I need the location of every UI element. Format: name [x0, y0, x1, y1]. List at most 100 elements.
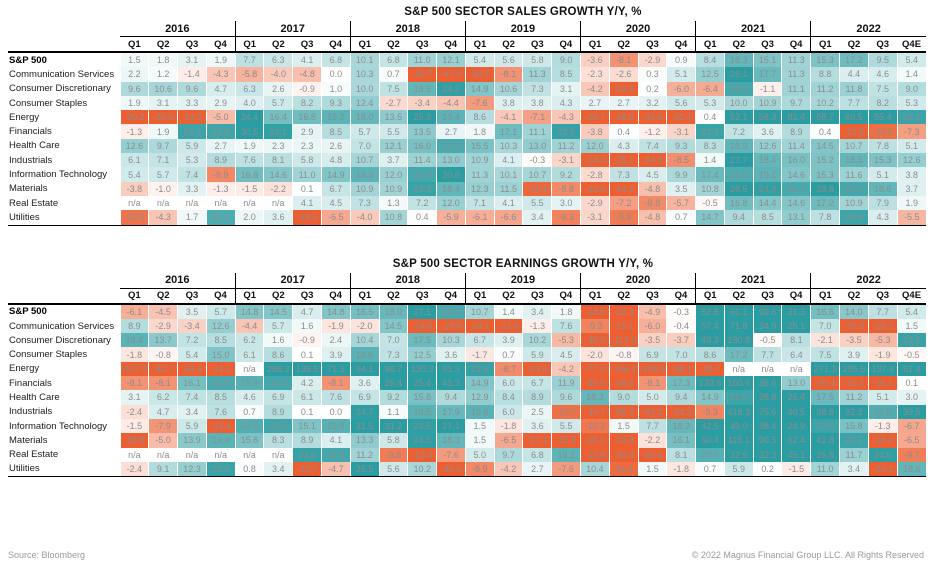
value-cell: -1.9	[320, 318, 351, 334]
year-header: 2016	[120, 21, 236, 37]
value-cell: -14.8	[637, 153, 667, 168]
value-cell: 4.7	[148, 404, 178, 419]
value-cell: 31.2	[378, 418, 408, 434]
value-cell: 24.5	[407, 418, 437, 434]
value-cell: -18.4	[867, 433, 898, 448]
value-cell: -4.2	[493, 461, 523, 478]
value-cell: 3.6	[522, 418, 552, 434]
value-cell: 42.5	[695, 418, 725, 434]
value-cell: 10.8	[695, 181, 725, 196]
value-cell: 8.1	[781, 333, 811, 348]
value-cell: 10.9	[349, 181, 380, 196]
value-cell: 39.6	[752, 303, 782, 319]
value-cell: 10.3	[349, 67, 380, 82]
value-cell: 11.7	[839, 447, 869, 462]
value-cell: 2.7	[608, 95, 639, 111]
quarter-header: Q1	[810, 36, 840, 53]
value-cell: 13.0	[781, 376, 811, 391]
sector-label: Health Care	[9, 140, 60, 152]
value-cell: -4.2	[580, 81, 610, 96]
value-cell: 30.5	[234, 124, 264, 139]
value-cell: 2.7	[580, 95, 610, 111]
value-cell: 7.3	[378, 347, 408, 362]
value-cell: -13.7	[292, 461, 322, 478]
value-cell: 5.5	[378, 124, 408, 139]
value-cell: 1.6	[292, 318, 322, 334]
sector-label: Real Estate	[9, 449, 59, 461]
value-cell: 22.2	[723, 81, 754, 96]
value-cell: 5.5	[551, 418, 581, 434]
value-cell: 10.0	[723, 95, 754, 111]
value-cell: -2.1	[810, 333, 840, 348]
value-cell: -11.4	[522, 181, 552, 196]
value-cell: 12.9	[464, 390, 495, 405]
quarter-header: Q2	[148, 288, 178, 305]
value-cell: 7.8	[867, 138, 898, 154]
value-cell: 0.4	[608, 124, 639, 139]
year-header: 2020	[579, 21, 696, 37]
value-cell: -2.4	[119, 461, 149, 478]
value-cell: 1.5	[608, 418, 639, 434]
value-cell: 180.8	[723, 333, 754, 348]
value-cell: -0.3	[666, 303, 696, 319]
value-cell: -25.8	[148, 110, 178, 125]
value-cell: -10.5	[119, 210, 149, 226]
value-cell: -1.8	[666, 461, 696, 478]
value-cell: 10.6	[493, 81, 523, 96]
quarter-header: Q4	[321, 288, 351, 305]
value-cell: 8.4	[695, 52, 725, 68]
quarter-header: Q1	[349, 36, 380, 53]
quarter-header: Q2	[609, 288, 639, 305]
value-cell: 6.4	[781, 347, 811, 362]
value-cell: 7.0	[349, 138, 380, 154]
value-cell: -1.3	[522, 318, 552, 334]
value-cell: 3.3	[177, 95, 207, 111]
value-cell: 4.3	[867, 210, 898, 226]
value-cell: 11.1	[522, 124, 552, 139]
value-cell: 116.1	[723, 433, 754, 448]
value-cell: 135.5	[292, 361, 322, 377]
sector-row: Financials -1.3 1.9 23.1 22.6 30.5 24.1 2.9 8.5 5…	[8, 124, 926, 139]
value-cell: 58.7	[810, 110, 840, 125]
value-cell: n/a	[234, 361, 264, 377]
value-cell: 19.1	[752, 167, 782, 182]
quarter-header: Q4	[436, 288, 466, 305]
value-cell: 9.7	[148, 138, 178, 154]
value-cell: 24.9	[781, 418, 811, 434]
value-cell: -2.7	[378, 95, 408, 111]
value-cell: -5.0	[205, 110, 236, 125]
sector-label: Financials	[9, 126, 52, 138]
value-cell: n/a	[263, 447, 293, 462]
value-cell: 7.3	[522, 81, 552, 96]
value-cell: 12.4	[349, 95, 380, 111]
value-cell: 1.1	[378, 404, 408, 419]
value-cell: 24.5	[867, 447, 898, 462]
year-header-row: 2016 2017 2018 2019 2020 2021 2022	[8, 21, 926, 37]
value-cell: -2.2	[263, 181, 293, 196]
value-cell: 8.5	[752, 210, 782, 226]
value-cell: -2.0	[580, 347, 610, 362]
value-cell: 7.7	[839, 95, 869, 111]
value-cell: 10.9	[464, 153, 495, 168]
value-cell: 12.6	[119, 138, 149, 154]
value-cell: -6.0	[637, 318, 667, 334]
sector-row: Health Care 3.1 6.2 7.4 8.5 4.6 6.9 6.1 7.6 6.9 9.…	[8, 390, 926, 405]
quarter-header: Q2	[839, 288, 869, 305]
value-cell: 8.5	[320, 124, 351, 139]
value-cell: -15.1	[608, 318, 639, 334]
sector-row: Energy -30.2 -25.8 -13.2 -5.0 34.4 16.4 16.8 19.…	[8, 110, 926, 125]
value-cell: 0.7	[695, 461, 725, 478]
value-cell: 7.6	[205, 404, 236, 419]
value-cell: 22.9	[723, 390, 754, 405]
value-cell: 4.1	[493, 153, 523, 168]
value-cell: 5.4	[119, 167, 149, 182]
value-cell: -4.3	[148, 210, 178, 226]
value-cell: 7.4	[177, 390, 207, 405]
year-header: 2019	[464, 272, 581, 289]
value-cell: 12.5	[407, 347, 437, 362]
quarter-header: Q4	[436, 36, 466, 53]
value-cell: 10.9	[839, 195, 869, 211]
value-cell: 15.2	[810, 153, 840, 168]
value-cell: 6.3	[263, 52, 293, 68]
value-cell: 11.6	[839, 167, 869, 182]
